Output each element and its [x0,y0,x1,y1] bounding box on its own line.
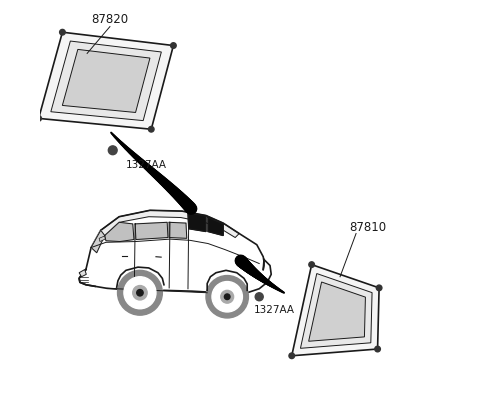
Circle shape [148,127,154,132]
Polygon shape [51,41,161,120]
Polygon shape [135,222,168,239]
Text: 87810: 87810 [349,221,386,234]
Polygon shape [105,222,134,241]
Text: 1327AA: 1327AA [126,160,167,170]
Circle shape [376,285,382,291]
Circle shape [206,276,249,318]
Polygon shape [38,32,173,129]
Circle shape [36,116,41,121]
Polygon shape [62,50,150,112]
Circle shape [124,277,156,309]
Text: 1327AA: 1327AA [254,305,295,315]
Polygon shape [188,213,206,231]
Polygon shape [169,222,187,238]
Polygon shape [292,265,379,356]
Polygon shape [101,210,239,238]
Circle shape [133,286,147,300]
Circle shape [289,353,295,359]
Polygon shape [79,270,86,277]
Circle shape [137,289,143,296]
Circle shape [108,146,117,155]
Circle shape [221,290,234,303]
Circle shape [375,346,380,352]
Polygon shape [91,231,105,253]
Polygon shape [309,282,365,341]
Circle shape [255,293,263,301]
Circle shape [118,270,162,315]
Polygon shape [99,236,105,241]
Circle shape [170,43,176,48]
Circle shape [60,29,65,35]
Circle shape [309,262,314,268]
Polygon shape [208,218,223,235]
Circle shape [224,294,230,299]
Text: 87820: 87820 [91,13,129,26]
Polygon shape [300,274,372,348]
Circle shape [212,282,242,312]
